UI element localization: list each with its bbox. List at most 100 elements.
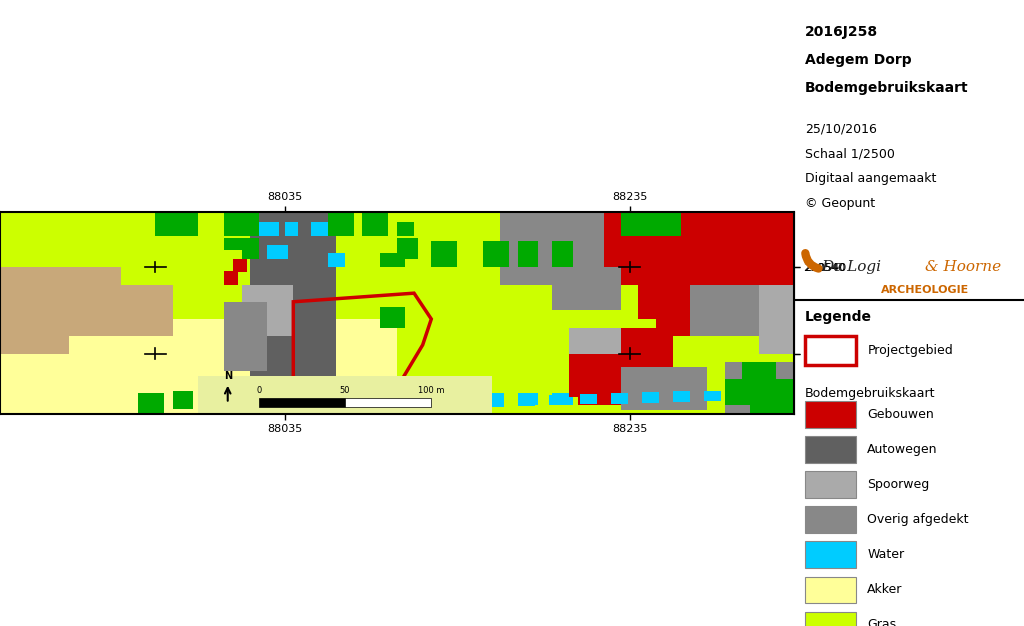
FancyArrowPatch shape: [805, 253, 818, 269]
Text: 2016J258: 2016J258: [805, 25, 879, 39]
Text: Projectgebied: Projectgebied: [867, 344, 953, 357]
Bar: [328, 212, 353, 236]
Text: Gebouwen: Gebouwen: [867, 408, 934, 421]
Bar: [138, 393, 164, 414]
Bar: [156, 212, 199, 236]
Bar: [587, 212, 794, 285]
Bar: [0, 319, 69, 354]
Bar: [456, 398, 473, 408]
Bar: [414, 393, 435, 405]
Bar: [805, 471, 856, 498]
Bar: [759, 379, 794, 405]
Text: 50: 50: [340, 386, 350, 395]
Text: © Geopunt: © Geopunt: [805, 197, 876, 210]
Bar: [501, 212, 604, 285]
Bar: [259, 222, 280, 236]
Bar: [250, 212, 337, 414]
Bar: [805, 337, 856, 364]
Bar: [267, 245, 288, 259]
Bar: [224, 238, 259, 259]
Bar: [805, 506, 856, 533]
Text: & Hoorne: & Hoorne: [925, 260, 1001, 274]
Bar: [424, 398, 441, 409]
Text: Akker: Akker: [867, 583, 903, 596]
Bar: [393, 399, 411, 409]
Bar: [622, 393, 642, 405]
Bar: [310, 222, 337, 236]
Bar: [483, 242, 509, 267]
Bar: [725, 379, 751, 405]
Bar: [805, 612, 856, 626]
Bar: [0, 319, 397, 414]
Bar: [805, 436, 856, 463]
Bar: [259, 398, 345, 407]
Bar: [578, 336, 673, 405]
Bar: [725, 362, 794, 414]
Bar: [199, 376, 492, 418]
Bar: [380, 307, 406, 327]
Text: Bodemgebruikskaart: Bodemgebruikskaart: [805, 387, 936, 400]
Bar: [0, 242, 172, 336]
Bar: [224, 302, 267, 371]
Bar: [267, 215, 337, 371]
Bar: [0, 212, 138, 305]
Bar: [397, 238, 418, 259]
Bar: [587, 393, 607, 405]
Text: Autowegen: Autowegen: [867, 443, 938, 456]
Bar: [741, 362, 776, 388]
Bar: [121, 250, 242, 285]
Bar: [569, 327, 622, 354]
Bar: [224, 270, 238, 285]
Text: Water: Water: [867, 548, 904, 561]
Bar: [449, 393, 469, 405]
Bar: [622, 367, 708, 411]
Bar: [517, 393, 539, 405]
Text: Digitaal aangemaakt: Digitaal aangemaakt: [805, 172, 937, 185]
Bar: [17, 267, 156, 327]
Text: 100 m: 100 m: [418, 386, 444, 395]
Bar: [549, 395, 566, 405]
Bar: [172, 391, 194, 409]
Bar: [805, 401, 856, 428]
Bar: [552, 393, 572, 405]
Bar: [328, 254, 345, 267]
Bar: [0, 255, 794, 267]
Bar: [805, 541, 856, 568]
Bar: [380, 254, 406, 267]
Bar: [580, 394, 597, 404]
Text: Schaal 1/2500: Schaal 1/2500: [805, 147, 895, 160]
Bar: [380, 393, 400, 405]
Text: Gras: Gras: [867, 618, 896, 626]
Bar: [242, 285, 293, 336]
Bar: [483, 393, 504, 405]
Text: N: N: [223, 371, 231, 381]
Bar: [655, 302, 794, 336]
Bar: [259, 215, 337, 388]
Bar: [638, 267, 794, 319]
Bar: [552, 267, 622, 310]
Text: 25/10/2016: 25/10/2016: [805, 122, 877, 135]
Bar: [517, 242, 539, 267]
Bar: [610, 393, 628, 404]
Bar: [642, 393, 659, 403]
Bar: [0, 212, 189, 285]
Text: De Logi: De Logi: [821, 260, 886, 274]
Bar: [0, 212, 172, 267]
Bar: [486, 397, 504, 407]
Text: Adegem Dorp: Adegem Dorp: [805, 53, 911, 67]
Bar: [345, 398, 431, 407]
Bar: [805, 577, 856, 603]
Text: ARCHEOLOGIE: ARCHEOLOGIE: [881, 285, 970, 295]
Bar: [0, 212, 794, 259]
Bar: [703, 391, 721, 401]
Bar: [768, 379, 794, 414]
Bar: [285, 222, 298, 236]
Text: 0: 0: [256, 386, 261, 395]
Bar: [655, 212, 681, 236]
Bar: [397, 222, 414, 236]
Text: Spoorweg: Spoorweg: [867, 478, 930, 491]
Bar: [232, 259, 247, 272]
Bar: [622, 212, 655, 236]
Bar: [0, 247, 156, 319]
Text: Bodemgebruikskaart: Bodemgebruikskaart: [805, 81, 969, 95]
